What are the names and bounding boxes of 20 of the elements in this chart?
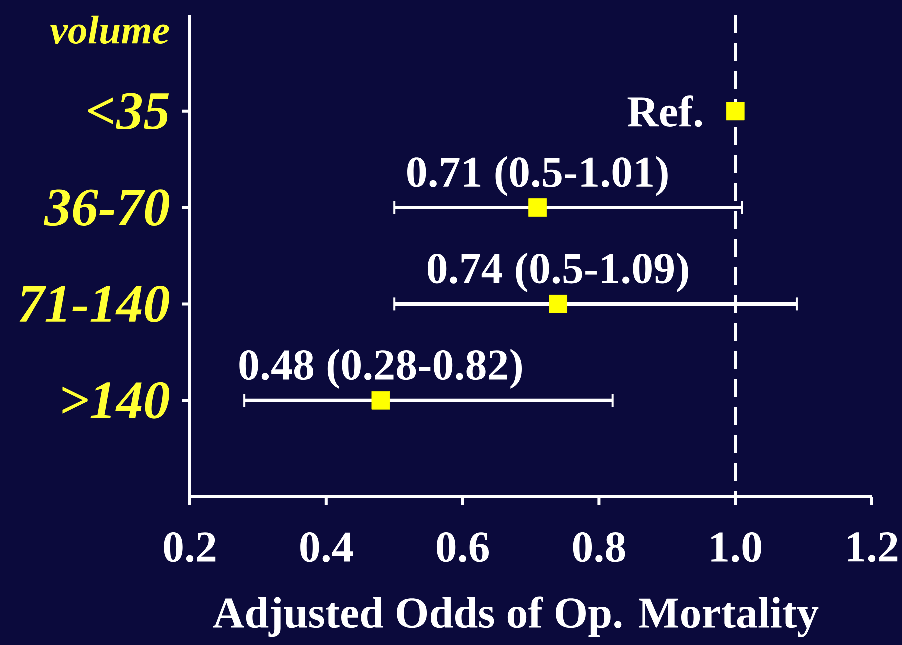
y-tick-label: >140	[62, 382, 170, 419]
x-tick-label: 0.4	[300, 532, 354, 562]
x-tick-label: 1.2	[848, 532, 898, 562]
x-tick-label: 0.6	[436, 532, 490, 562]
x-tick-label: 0.8	[573, 532, 626, 562]
data-label: 0.74 (0.5-1.09)	[428, 252, 688, 293]
data-label: 0.48 (0.28-0.82)	[240, 349, 522, 390]
x-tick-label: 0.2	[164, 532, 216, 562]
point	[372, 391, 390, 410]
point	[549, 294, 568, 314]
y-axis-title: volume	[50, 16, 170, 44]
x-axis-title: Adjusted Odds of Op. Mortality	[213, 596, 819, 638]
point	[726, 102, 745, 121]
point	[528, 198, 548, 217]
data-label: Ref.	[628, 96, 702, 128]
y-tick-label: 36-70	[44, 190, 170, 226]
y-tick-label: 71-140	[20, 286, 170, 322]
y-tick-label: <35	[88, 93, 170, 130]
data-label: 0.71 (0.5-1.01)	[408, 156, 668, 196]
x-tick-label: 1.0	[712, 532, 762, 562]
